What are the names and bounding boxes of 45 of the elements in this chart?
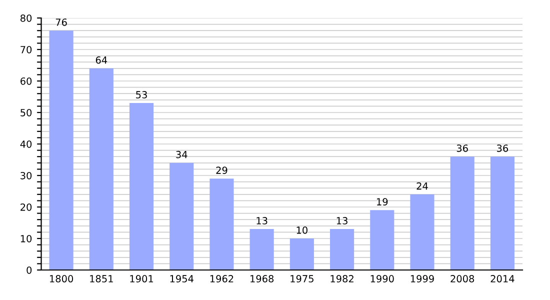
data-label: 36 (497, 144, 508, 152)
x-tick-label: 1975 (290, 275, 314, 282)
x-tick-label: 1999 (410, 275, 434, 282)
bar (330, 229, 354, 270)
bar (49, 30, 74, 270)
bar (129, 103, 154, 270)
data-label: 19 (377, 198, 388, 206)
bar (290, 238, 314, 270)
y-tick-label: 20 (20, 203, 32, 211)
data-label: 10 (296, 226, 308, 234)
x-tick-label: 1962 (210, 275, 234, 282)
x-tick-label: 1990 (370, 275, 394, 282)
y-tick-label: 60 (20, 77, 32, 85)
bar (210, 178, 234, 270)
x-tick-label: 1800 (50, 275, 74, 282)
bar (450, 156, 474, 270)
x-tick-label: 1954 (170, 275, 194, 282)
y-tick-label: 30 (20, 172, 32, 180)
data-label: 29 (216, 166, 228, 174)
y-tick-label: 70 (20, 46, 32, 54)
x-tick-label: 2014 (490, 275, 514, 282)
data-label: 13 (256, 217, 268, 224)
bar (490, 156, 514, 270)
y-tick-label: 10 (20, 234, 32, 242)
y-tick-label: 50 (20, 108, 32, 116)
x-tick-label: 1968 (250, 275, 274, 282)
bar (250, 229, 274, 270)
data-label: 24 (416, 182, 428, 190)
data-label: 36 (456, 144, 468, 152)
bar (370, 210, 394, 270)
x-tick-label: 1901 (130, 275, 153, 282)
data-label: 76 (56, 18, 67, 26)
bar (89, 68, 114, 270)
x-tick-label: 2008 (450, 275, 474, 282)
y-tick-label: 80 (20, 14, 32, 22)
data-label: 13 (336, 217, 348, 224)
bar (410, 194, 434, 270)
x-tick-label: 1982 (330, 275, 354, 282)
y-tick-label: 40 (20, 140, 32, 148)
y-tick-label: 0 (26, 266, 32, 274)
data-label: 53 (136, 91, 147, 98)
bar (170, 162, 194, 270)
data-label: 34 (176, 150, 188, 158)
x-tick-label: 1851 (90, 275, 113, 282)
data-label: 64 (96, 56, 108, 64)
